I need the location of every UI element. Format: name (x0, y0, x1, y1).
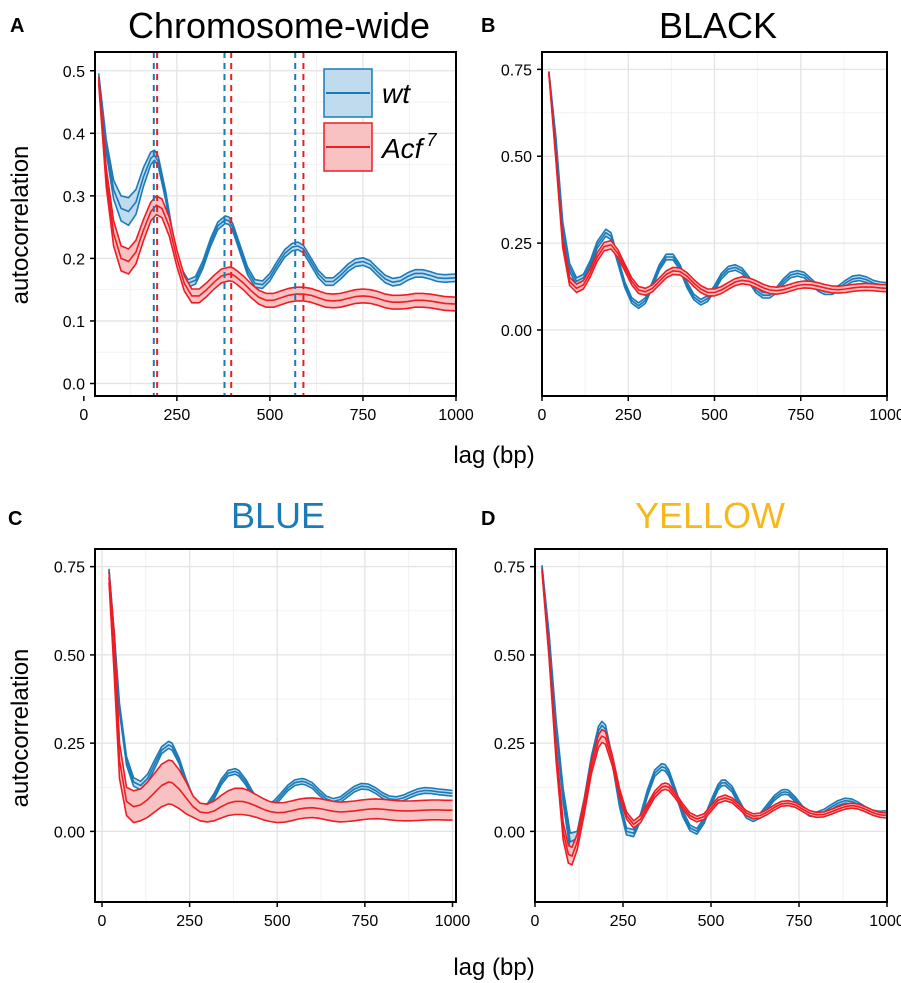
panel-title-c: BLUE (231, 495, 325, 536)
panel-letter-c: C (8, 508, 22, 530)
y-tick-label: 0.00 (501, 323, 532, 340)
line-upper-acf7-d (541, 568, 888, 849)
y-tick-label: 0.00 (494, 824, 525, 841)
x-tick-label: 500 (698, 913, 725, 930)
y-tick-label: 0.4 (63, 126, 85, 143)
x-tick-label: 0 (79, 407, 88, 424)
ribbon-wt-b (548, 71, 887, 309)
legend-label-acf7-base: Acf (380, 133, 426, 164)
ribbon-acf7-d (542, 568, 887, 865)
y-tick-label: 0.2 (63, 251, 85, 268)
panel-c: C BLUE autocorrelation 0 250 500 750 1000 0.0… (7, 495, 470, 930)
x-tick-label: 500 (701, 407, 728, 424)
y-tick-label: 0.75 (54, 560, 85, 577)
x-tick-label: 500 (264, 913, 291, 930)
y-tick-label: 0.50 (494, 648, 525, 665)
x-tick-label: 1000 (869, 407, 901, 424)
line-mean-acf7-b (548, 72, 888, 294)
panel-b: B BLACK 0 250 500 750 1000 0.00 0.25 0.50 0.75 (481, 5, 901, 424)
line-lower-wt-b (548, 74, 888, 310)
ribbon-acf7-c (109, 571, 453, 823)
line-upper-wt-d (541, 565, 888, 835)
y-tick-label: 0.75 (501, 62, 532, 79)
x-tick-label: 500 (257, 407, 284, 424)
y-tick-label: 0.00 (54, 824, 85, 841)
x-tick-label: 1000 (438, 407, 474, 424)
x-tick-label: 250 (610, 913, 637, 930)
line-upper-acf7-c (108, 571, 453, 806)
y-axis-label-top: autocorrelation (7, 146, 34, 305)
line-lower-acf7-d (541, 571, 888, 866)
x-axis-label-top: lag (bp) (453, 442, 534, 469)
plot-area-b: 0 250 500 750 1000 0.00 0.25 0.50 0.75 (501, 51, 901, 424)
plot-area-d: 0 250 500 750 1000 0.00 0.25 0.50 0.75 (494, 548, 901, 930)
panel-title-d: YELLOW (635, 495, 785, 536)
plot-frame-c (94, 548, 457, 903)
x-tick-label: 250 (164, 407, 191, 424)
y-tick-label: 0.1 (63, 314, 85, 331)
y-tick-label: 0.75 (494, 560, 525, 577)
panel-letter-d: D (481, 508, 495, 530)
y-tick-label: 0.25 (501, 236, 532, 253)
x-tick-label: 0 (98, 913, 107, 930)
line-lower-acf7-a (97, 83, 457, 312)
y-axis-label-bottom: autocorrelation (7, 649, 34, 808)
x-tick-label: 750 (786, 913, 813, 930)
line-mean-acf7-a (97, 80, 457, 305)
y-tick-label: 0.50 (501, 149, 532, 166)
line-mean-acf7-c (108, 577, 453, 814)
x-tick-label: 750 (787, 407, 814, 424)
plot-area-a: 0 250 500 750 1000 0.0 0.1 0.2 0.3 0.4 0.5 (63, 51, 474, 424)
line-lower-acf7-c (108, 582, 453, 824)
plot-area-c: 0 250 500 750 1000 0.00 0.25 0.50 0.75 (54, 548, 471, 930)
legend: wt Acf 7 (323, 68, 437, 172)
panel-d: D YELLOW 0 250 500 750 1000 0.00 0.25 0.50 0.75 (481, 495, 901, 930)
legend-label-wt: wt (382, 78, 411, 109)
x-tick-label: 250 (176, 913, 203, 930)
panel-letter-a: A (10, 15, 24, 37)
y-tick-label: 0.25 (54, 736, 85, 753)
panel-title-a: Chromosome-wide (128, 5, 430, 46)
y-tick-label: 0.3 (63, 189, 85, 206)
legend-label-acf7: Acf 7 (380, 130, 437, 164)
panel-title-b: BLACK (659, 5, 777, 46)
x-tick-label: 750 (350, 407, 377, 424)
line-upper-wt-b (548, 71, 888, 304)
x-tick-label: 1000 (435, 913, 471, 930)
ribbon-acf7-b (548, 71, 887, 296)
line-mean-wt-c (108, 570, 453, 810)
plot-frame-a (94, 51, 457, 397)
x-tick-label: 0 (531, 913, 540, 930)
y-tick-label: 0.5 (63, 64, 85, 81)
line-upper-wt-c (108, 568, 453, 807)
line-mean-wt-a (97, 76, 457, 286)
line-lower-acf7-b (548, 74, 888, 297)
line-mean-acf7-d (541, 570, 888, 857)
legend-label-acf7-superscript: 7 (426, 130, 437, 150)
line-mean-wt-b (548, 72, 888, 307)
x-tick-label: 1000 (869, 913, 901, 930)
line-lower-wt-a (97, 80, 457, 290)
x-tick-label: 250 (615, 407, 642, 424)
panel-letter-b: B (481, 15, 495, 37)
y-tick-label: 0.50 (54, 648, 85, 665)
line-upper-acf7-b (548, 71, 888, 290)
y-tick-label: 0.0 (63, 376, 85, 393)
line-upper-wt-a (97, 73, 457, 282)
x-tick-label: 0 (538, 407, 547, 424)
panel-a: A Chromosome-wide autocorrelation 0 250 50… (7, 5, 474, 424)
y-tick-label: 0.25 (494, 736, 525, 753)
x-axis-label-bottom: lag (bp) (453, 954, 534, 981)
x-tick-label: 750 (352, 913, 379, 930)
